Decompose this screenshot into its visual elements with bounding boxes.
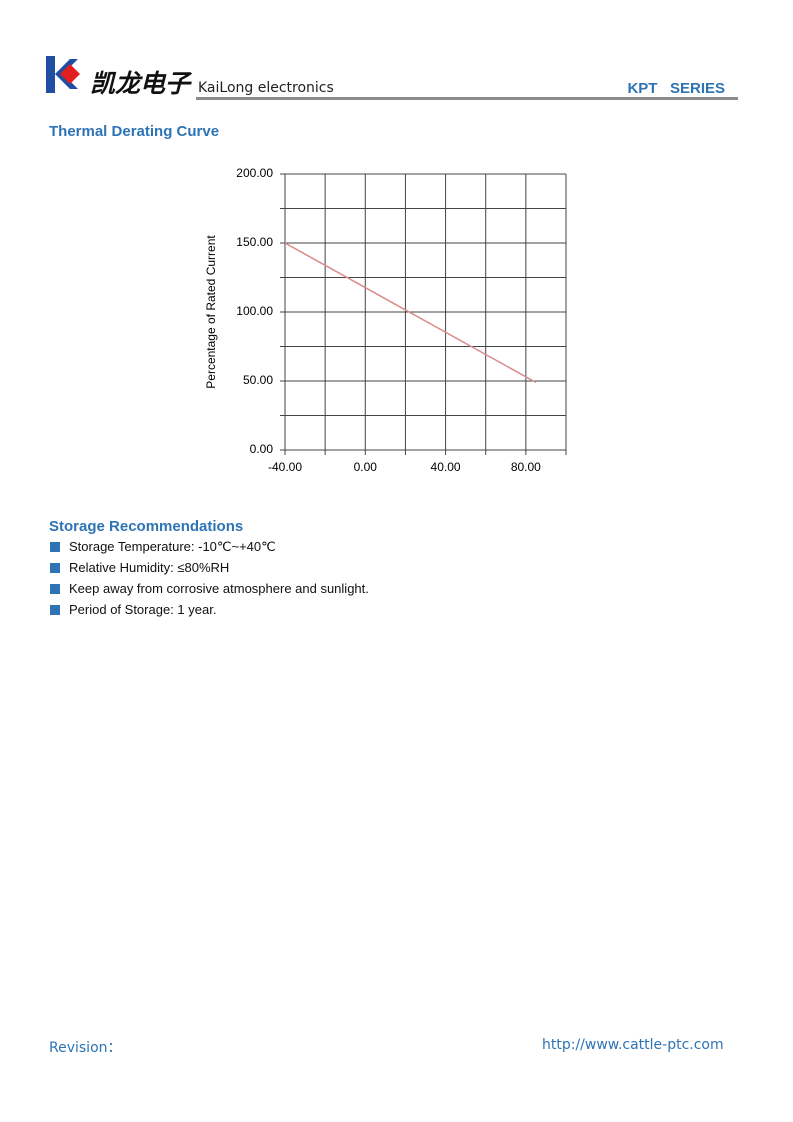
bullet (50, 563, 60, 573)
item-text: Relative Humidity: ≤80%RH (69, 560, 230, 575)
item-text: Period of Storage: 1 year. (69, 602, 217, 617)
bullet (50, 542, 60, 552)
x-tick-label: 0.00 (354, 460, 378, 474)
storage-item: Keep away from corrosive atmosphere and … (50, 581, 369, 596)
y-tick-label: 50.00 (243, 373, 273, 387)
y-axis-label: Percentage of Rated Current (204, 235, 218, 389)
storage-item: Period of Storage: 1 year. (50, 602, 216, 617)
x-tick-label: 80.00 (511, 460, 541, 474)
footer-revision: Revision： (49, 1040, 122, 1056)
series-name: KPT SERIES (627, 80, 725, 97)
brand-en: KaiLong electronics (198, 80, 334, 96)
header-rule (196, 97, 738, 100)
series-line (284, 242, 537, 384)
bullet (50, 605, 60, 615)
footer-url: http://www.cattle-ptc.com (542, 1037, 724, 1053)
storage-item: Storage Temperature: -10℃~+40℃ (50, 539, 276, 555)
section-title: Thermal Derating Curve (49, 123, 220, 140)
y-tick-label: 100.00 (236, 304, 273, 318)
bullet (50, 584, 60, 594)
y-tick-label: 200.00 (236, 166, 273, 180)
storage-item: Relative Humidity: ≤80%RH (50, 560, 229, 575)
x-tick-label: -40.00 (268, 460, 302, 474)
y-tick-label: 0.00 (250, 442, 274, 456)
chart: Percentage of Rated Current 0.00 50.00 100… (204, 166, 567, 474)
item-text: Storage Temperature: -10℃~+40℃ (69, 539, 276, 554)
logo-mark (46, 56, 80, 93)
storage-title: Storage Recommendations (49, 518, 244, 535)
y-tick-label: 150.00 (236, 235, 273, 249)
brand-cn: 凯龙电子 (90, 69, 191, 98)
item-text: Keep away from corrosive atmosphere and … (69, 581, 369, 596)
x-tick-label: 40.00 (431, 460, 461, 474)
